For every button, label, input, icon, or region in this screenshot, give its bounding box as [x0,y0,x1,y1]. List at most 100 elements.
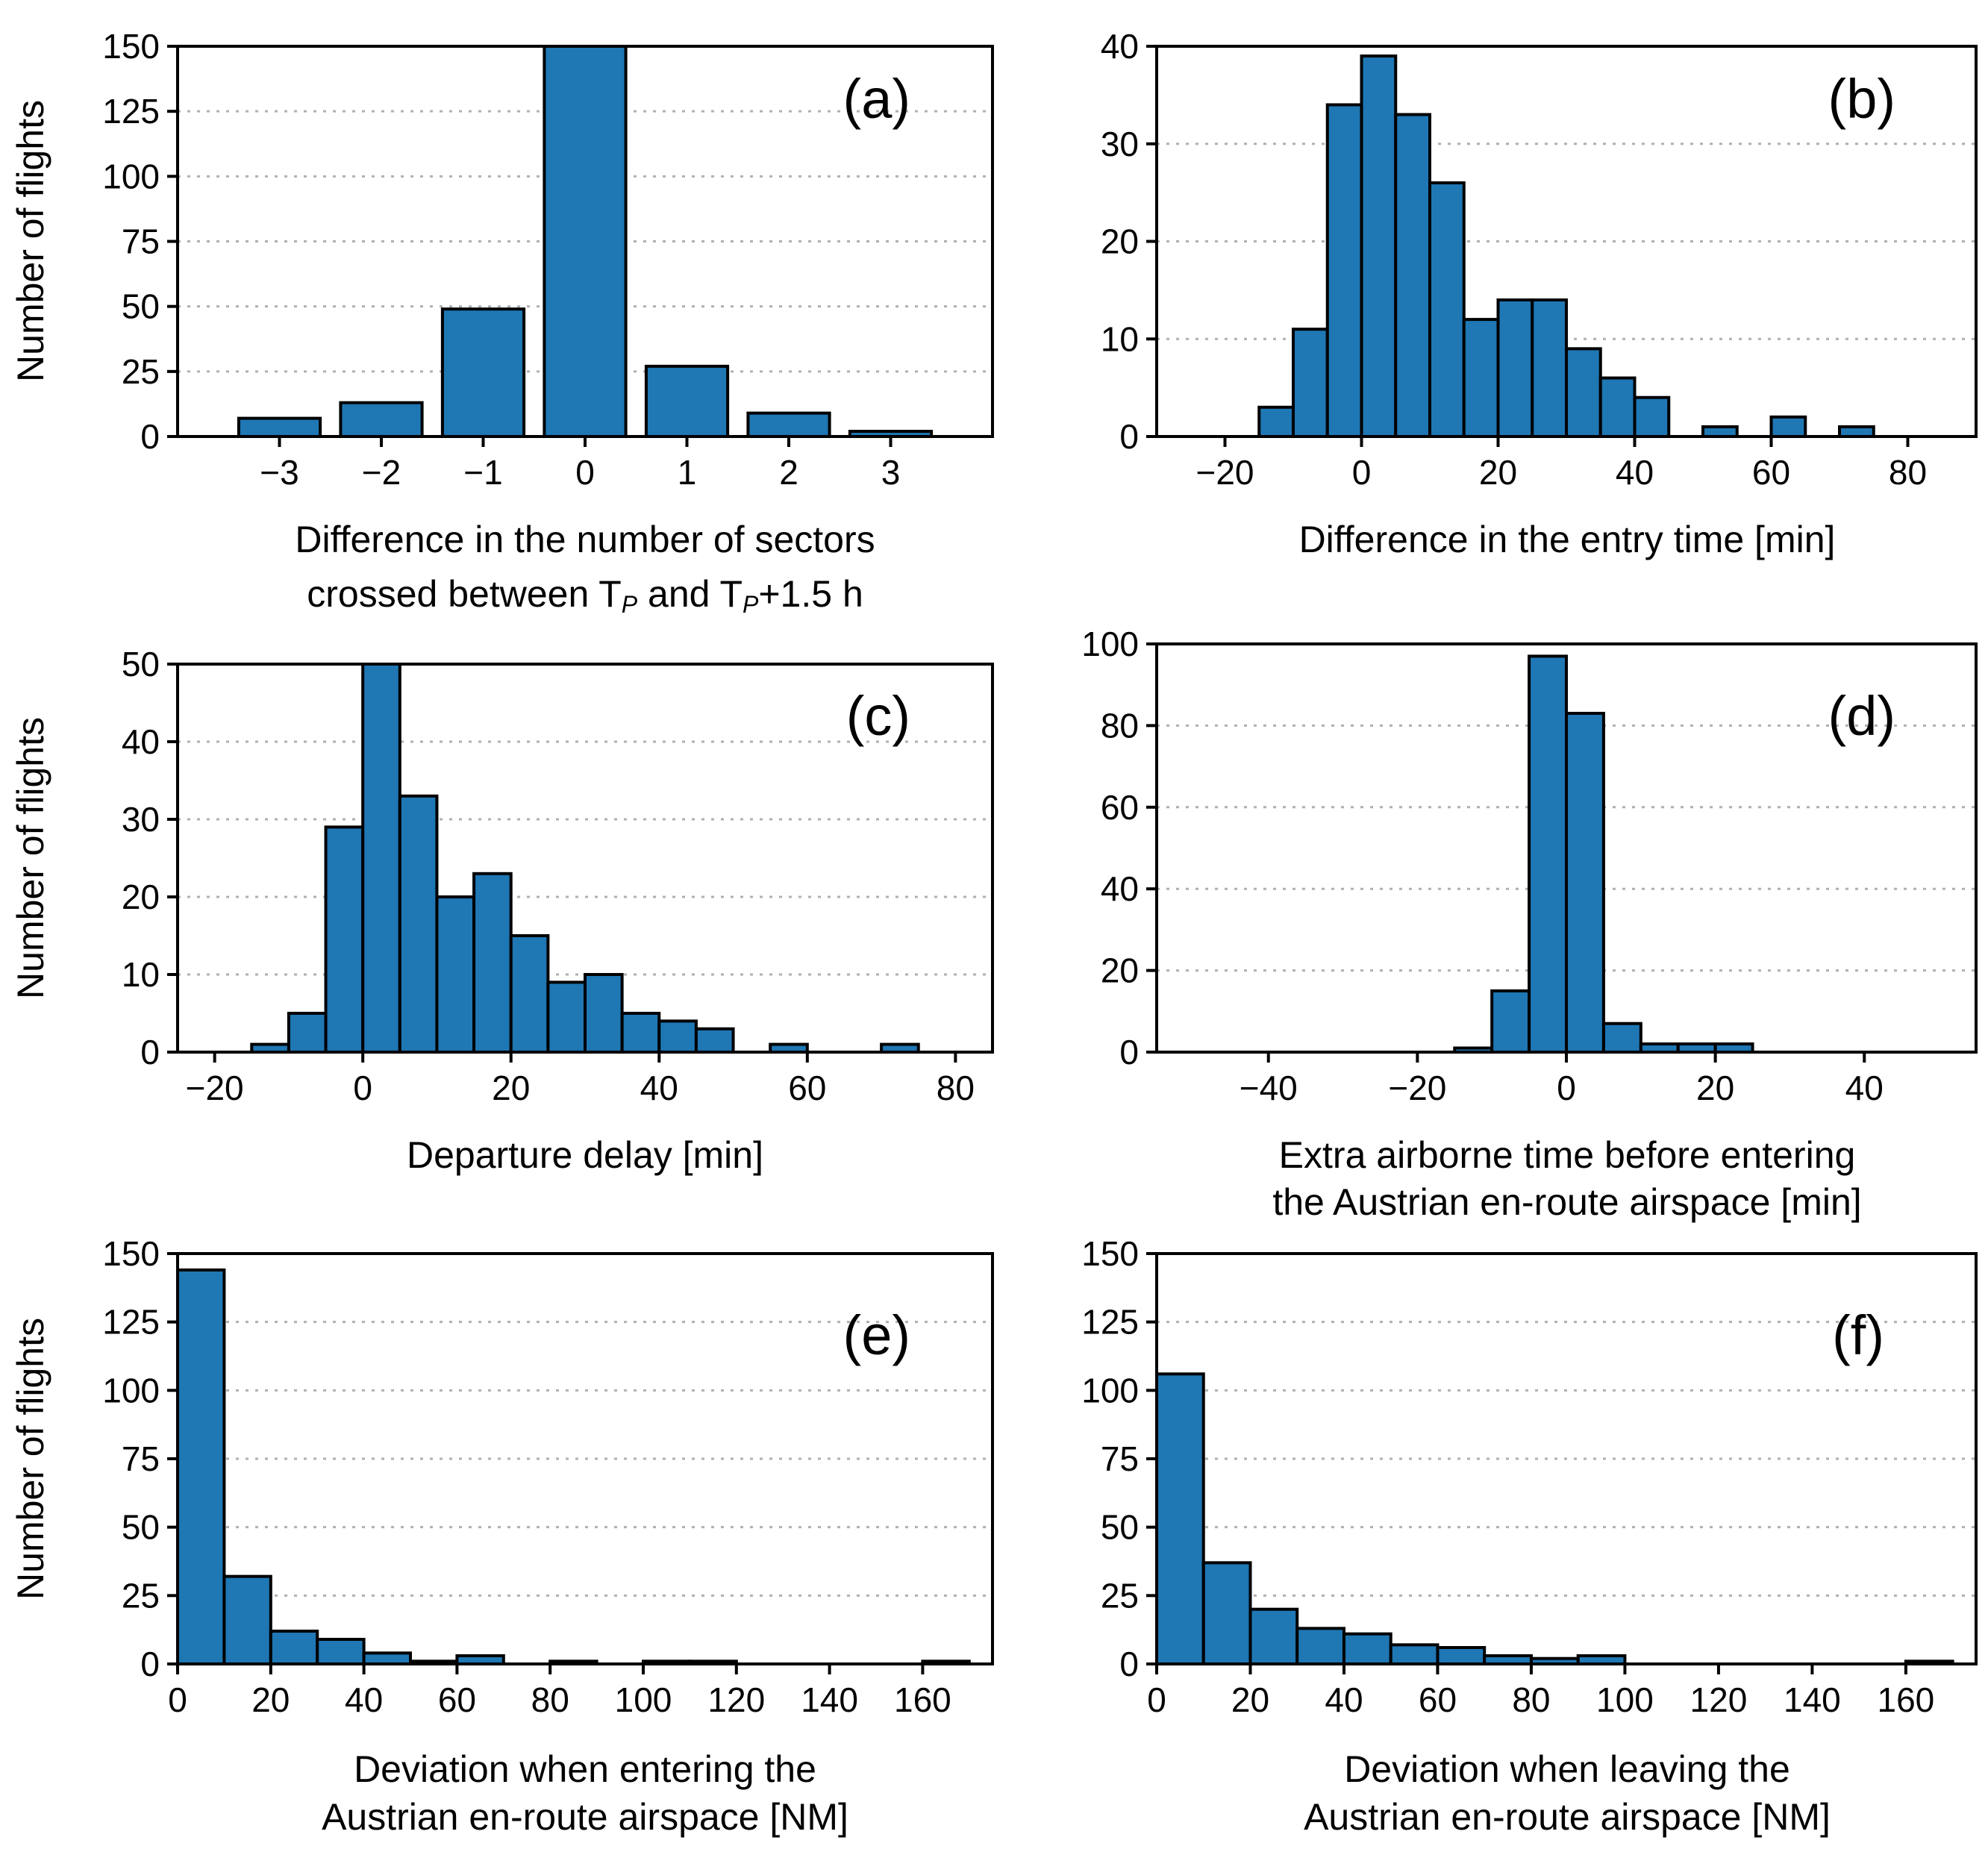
panel-c-bar [694,1027,735,1054]
panel-a-bar [237,416,322,438]
panel-a-x-axis: −3 −2 −1 0 1 2 3 [260,437,900,492]
panel-a-ytick-label: 150 [102,27,160,66]
panel-e: 0 20 40 60 80 100 120 140 160 0 25 50 75 100 125 150 (… [10,1234,994,1838]
panel-e-ytick-label: 0 [140,1645,160,1683]
panel-c-ytick-label: 20 [122,877,160,916]
panel-f: 0 20 40 60 80 100 120 140 160 0 25 50 75 100 125 150 (… [1081,1234,1978,1838]
panel-e-bar [269,1630,319,1665]
panel-c-bar [287,1012,328,1054]
panel-e-x-axis: 0 20 40 60 80 100 120 140 160 [168,1664,951,1719]
panel-f-ytick-label: 150 [1081,1234,1139,1273]
panel-d-xlabel-line2: the Austrian en-route airspace [min] [1272,1181,1861,1223]
panel-f-xtick-label: 20 [1231,1680,1269,1719]
panel-a-xtick-label: −2 [362,453,401,492]
panel-b-ytick-label: 30 [1101,125,1139,163]
panel-c-bar [546,980,587,1054]
panel-e-label: (e) [843,1304,910,1366]
panel-c-xtick-label: 0 [353,1069,372,1107]
panel-f-ytick-label: 75 [1101,1439,1139,1478]
panel-f-xtick-label: 40 [1325,1680,1363,1719]
panel-e-xtick-label: 40 [345,1680,383,1719]
panel-b-bar [1257,405,1295,439]
panel-b-bar [1360,54,1398,438]
panel-f-bar [1436,1646,1487,1665]
panel-e-ytick-label: 150 [102,1234,160,1273]
panel-e-bar [316,1638,366,1665]
panel-b-y-axis: 0 10 20 30 40 [1101,27,1157,456]
panel-d-ytick-label: 60 [1101,788,1139,827]
panel-b-bar [1292,328,1329,438]
panel-d: −40 −20 0 20 40 0 20 40 60 80 100 (d) Extra airbo… [1081,625,1978,1223]
panel-c-xtick-label: 40 [640,1069,678,1107]
panel-b: −20 0 20 40 60 80 0 10 20 30 40 (b) Difference in… [1101,27,1978,560]
panel-d-bar [1490,989,1531,1054]
panel-d-ytick-label: 0 [1119,1033,1139,1072]
panel-c-bar [361,663,401,1054]
panel-d-bars [1453,654,1754,1054]
panel-e-bar [362,1651,413,1665]
panel-e-ytick-label: 75 [122,1439,160,1478]
panel-d-x-axis: −40 −20 0 20 40 [1240,1052,1884,1107]
panel-c-bar [657,1019,698,1054]
panel-e-ylabel: Number of flights [10,1318,51,1600]
panel-b-xtick-label: 40 [1616,453,1654,492]
panel-f-y-axis: 0 25 50 75 100 125 150 [1081,1234,1157,1683]
panel-c-xtick-label: −20 [186,1069,244,1107]
panel-d-bar [1601,1022,1642,1054]
panel-a-ytick-label: 125 [102,92,160,131]
panel-a-xlabel-line2: crossed between TP and TP+1.5 h [307,573,863,618]
panel-f-bar [1155,1372,1205,1666]
panel-e-xtick-label: 140 [801,1680,858,1719]
panel-a-xtick-label: −3 [260,453,298,492]
panel-e-xtick-label: 160 [894,1680,951,1719]
panel-d-xtick-label: 20 [1696,1069,1734,1107]
panel-c-xtick-label: 20 [492,1069,530,1107]
panel-c-ytick-label: 10 [122,955,160,994]
panel-c-bar [620,1012,661,1054]
panel-b-ytick-label: 0 [1119,417,1139,456]
panel-c-frame [176,663,994,1054]
panel-b-xlabel: Difference in the entry time [min] [1299,519,1836,560]
panel-e-xtick-label: 100 [615,1680,672,1719]
panel-c-bar [472,872,513,1054]
panel-b-bar [1394,113,1431,438]
panel-b-ytick-label: 40 [1101,27,1139,66]
panel-e-xtick-label: 60 [438,1680,476,1719]
panel-f-bar [1389,1643,1440,1665]
panel-b-ytick-label: 10 [1101,319,1139,358]
panel-b-xtick-label: 60 [1752,453,1790,492]
panel-e-bar [176,1268,226,1665]
panel-c-x-axis: −20 0 20 40 60 80 [186,1052,975,1107]
panel-f-bars [1155,1372,1954,1666]
panel-f-ytick-label: 50 [1101,1508,1139,1547]
panel-c-ytick-label: 50 [122,645,160,683]
panel-f-ytick-label: 25 [1101,1576,1139,1615]
panel-d-bar [1528,654,1568,1054]
panel-f-xtick-label: 160 [1878,1680,1935,1719]
panel-f-xtick-label: 140 [1784,1680,1841,1719]
panel-a-xtick-label: 3 [881,453,901,492]
panel-c-xtick-label: 80 [937,1069,975,1107]
panel-d-xtick-label: −40 [1240,1069,1298,1107]
panel-a-xtick-label: 0 [575,453,595,492]
panel-b-bar [1325,103,1363,438]
panel-e-xtick-label: 20 [251,1680,290,1719]
panel-b-xtick-label: −20 [1195,453,1254,492]
panel-c-xtick-label: 60 [788,1069,826,1107]
panel-f-xtick-label: 100 [1596,1680,1654,1719]
panel-b-xtick-label: 0 [1352,453,1372,492]
panel-a-bar [543,45,628,438]
panel-f-bar [1295,1627,1345,1665]
panel-e-ytick-label: 25 [122,1576,160,1615]
panel-b-bar [1462,318,1500,438]
panel-e-bar [222,1574,272,1666]
panel-f-xtick-label: 60 [1419,1680,1457,1719]
panel-c-label: (c) [846,685,910,747]
panel-c-bar [435,895,476,1054]
panel-f-xlabel-line1: Deviation when leaving the [1344,1748,1790,1790]
panel-c-bar [509,934,550,1054]
panel-f-ytick-label: 0 [1119,1645,1139,1683]
panel-c-bar [398,794,439,1054]
panel-b-xtick-label: 20 [1479,453,1517,492]
